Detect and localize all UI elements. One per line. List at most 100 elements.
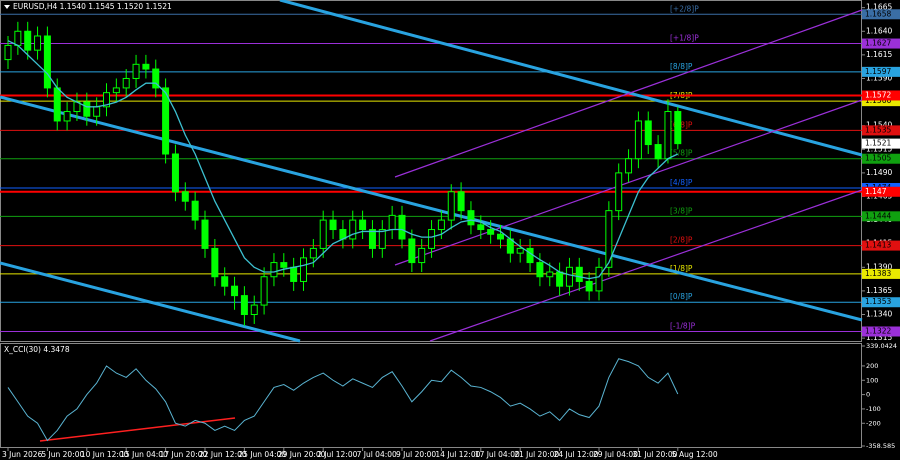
x-tick-label: 25 Jun 04:00	[238, 450, 286, 459]
candle-body	[408, 238, 416, 264]
candle-body	[122, 77, 130, 89]
candle-body	[536, 262, 544, 278]
menu-triangle	[4, 5, 10, 9]
indicator-tick-label: 200	[866, 362, 878, 370]
candle-body	[664, 111, 672, 160]
price-badge	[862, 38, 900, 49]
x-tick-label: 22 Jun 12:00	[199, 450, 247, 459]
candle-body	[457, 191, 465, 212]
candle-body	[43, 35, 51, 89]
price-badge-label: 1.1535	[865, 125, 891, 134]
candle-body	[63, 111, 71, 122]
candle-body	[388, 214, 396, 231]
murrey-label: [8/8]P	[670, 62, 693, 71]
candle-body	[300, 257, 307, 282]
candle-body	[556, 271, 564, 287]
murrey-label: [+2/8]P	[670, 4, 699, 13]
main-frame	[0, 0, 862, 342]
candle-body	[615, 172, 623, 212]
y-tick-label: 1.1390	[866, 262, 892, 271]
x-tick-label: 24 Jul 12:00	[554, 450, 599, 459]
trend-line	[394, 99, 863, 266]
candle-body	[644, 120, 652, 146]
x-tick-label: 5 Jun 20:00	[41, 450, 84, 459]
price-badge-label: 1.147	[865, 187, 887, 196]
y-tick-label: 1.1615	[866, 50, 892, 59]
trend-line	[394, 9, 863, 178]
x-tick-label: 21 Jul 20:00	[514, 450, 559, 459]
candle-body	[319, 219, 327, 249]
indicator-tick-label: 339.0424	[866, 342, 897, 350]
channel-line	[0, 95, 863, 322]
indicator-tick-label: -200	[866, 419, 881, 427]
trend-line	[429, 189, 863, 342]
candle-body	[4, 44, 12, 61]
price-badge-label: 1.1444	[865, 211, 891, 220]
y-tick-label: 1.1315	[866, 333, 892, 342]
candle-body	[565, 266, 573, 287]
price-badge	[862, 186, 900, 197]
x-tick-label: 9 Jul 20:00	[396, 450, 436, 459]
candle-body	[378, 229, 386, 249]
candle-body	[674, 111, 682, 145]
moving-average	[7, 40, 679, 280]
candle-body	[201, 219, 209, 249]
candle-body	[359, 219, 367, 231]
price-badge	[862, 125, 900, 136]
price-badge-label: 1.1627	[865, 39, 891, 48]
last-price-badge	[862, 138, 900, 149]
candle-body	[585, 280, 593, 292]
candle-body	[53, 87, 61, 122]
x-tick-label: 17 Jul 04:00	[475, 450, 520, 459]
candle-body	[191, 200, 199, 221]
price-badge-label: 1.1597	[865, 67, 891, 76]
candle-body	[83, 101, 91, 117]
candle-body	[142, 63, 150, 70]
price-badge	[862, 240, 900, 251]
candle-body	[260, 276, 268, 306]
candle-body	[231, 285, 239, 297]
candle-body	[112, 87, 120, 94]
price-badge-label: 1.1322	[865, 327, 891, 336]
price-badge	[862, 96, 900, 107]
candle-body	[634, 120, 642, 160]
candle-body	[103, 92, 110, 108]
x-tick-label: 29 Jun 20:00	[278, 450, 326, 459]
y-tick-label: 1.1515	[866, 144, 892, 153]
y-tick-label: 1.1665	[866, 3, 892, 12]
x-tick-label: 17 Jun 20:00	[160, 450, 208, 459]
candle-body	[447, 191, 455, 221]
indicator-title: X_CCI(30) 4.3478	[4, 345, 70, 354]
x-tick-label: 10 Jun 12:00	[81, 450, 129, 459]
candles-layer	[4, 21, 682, 442]
candle-body	[546, 271, 554, 278]
candle-body	[280, 262, 288, 268]
x-tick-label: 14 Jul 12:00	[435, 450, 480, 459]
murrey-label: [1/8]P	[670, 264, 693, 273]
candle-body	[487, 229, 495, 235]
murrey-label: [2/8]P	[670, 236, 693, 245]
y-tick-label: 1.1590	[866, 73, 892, 82]
y-tick-label: 1.1490	[866, 168, 892, 177]
sub-frame	[0, 343, 862, 448]
murrey-label: [5/8]P	[670, 149, 693, 158]
candle-body	[526, 247, 534, 264]
price-badge-label: 1.1353	[865, 297, 891, 306]
candle-body	[398, 214, 406, 240]
murrey-label: [3/8]P	[670, 206, 693, 215]
candle-body	[250, 304, 258, 316]
candle-body	[437, 219, 445, 231]
candle-body	[93, 106, 101, 117]
indicator-line	[7, 358, 679, 442]
candle-body	[240, 295, 248, 316]
channel-line	[0, 261, 301, 343]
levels-layer: [+2/8]P[+1/8]P[8/8]P[7/8]P[6/8]P[5/8]P[4…	[0, 4, 862, 333]
price-badge	[862, 211, 900, 222]
indicator-tick-label: 100	[866, 376, 878, 384]
murrey-label: [0/8]P	[670, 292, 693, 301]
y-tick-label: 1.1340	[866, 310, 892, 319]
candle-body	[349, 219, 357, 240]
price-badge	[862, 297, 900, 308]
candle-body	[181, 191, 189, 202]
